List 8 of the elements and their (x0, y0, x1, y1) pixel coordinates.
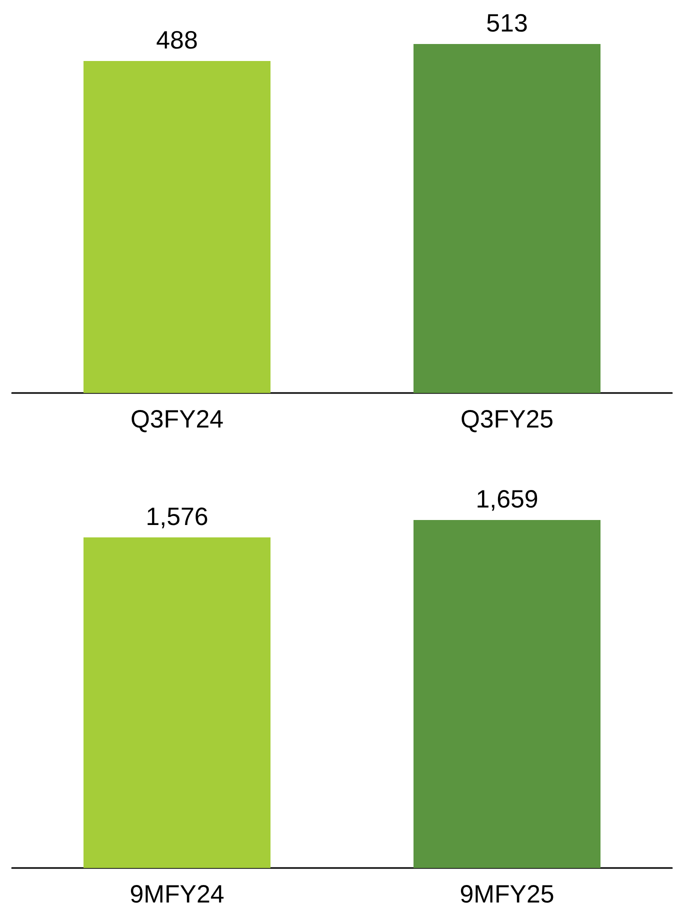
x-tick-label: 9MFY24 (130, 880, 224, 908)
data-label: 488 (156, 26, 198, 55)
data-label: 1,659 (476, 486, 538, 514)
x-tick-label: Q3FY25 (460, 406, 554, 434)
data-label: 513 (486, 10, 528, 38)
x-tick-label: 9MFY25 (460, 880, 554, 908)
x-tick-label: Q3FY24 (130, 406, 224, 434)
data-label: 1,576 (146, 502, 208, 531)
